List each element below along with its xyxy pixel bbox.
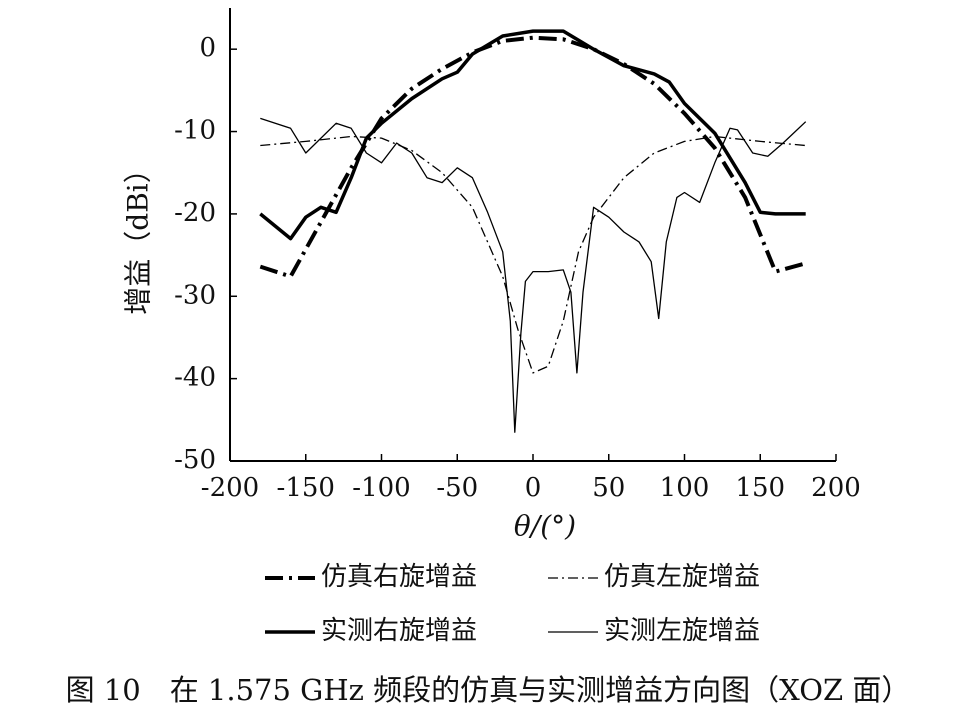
x-tick-label: 200 [811, 473, 861, 503]
series-line [259, 29, 806, 241]
y-tick-label: -10 [174, 116, 216, 146]
series-line [260, 135, 806, 374]
y-tick-label: -20 [174, 198, 216, 228]
x-tick-label: 150 [735, 473, 785, 503]
x-axis-label: θ/(°) [514, 510, 576, 543]
y-tick-label: -30 [174, 280, 216, 310]
y-tick-label: -50 [174, 445, 216, 475]
x-tick-label: -50 [436, 473, 478, 503]
y-tick-label: -40 [174, 363, 216, 393]
x-tick-label: 50 [592, 473, 625, 503]
y-tick-label: 0 [199, 33, 216, 63]
series-line [259, 35, 807, 279]
legend-label: 仿真左旋增益 [604, 562, 760, 592]
x-tick-label: 0 [525, 473, 542, 503]
legend-label: 实测左旋增益 [604, 616, 760, 646]
series-line [260, 117, 807, 433]
y-axis-label: 增益（dBi） [122, 155, 155, 314]
x-tick-label: 100 [660, 473, 710, 503]
x-tick-label: -150 [277, 473, 335, 503]
x-tick-label: -200 [201, 473, 259, 503]
x-tick-label: -100 [352, 473, 410, 503]
caption: 图 10 在 1.575 GHz 频段的仿真与实测增益方向图（XOZ 面） [66, 673, 911, 707]
legend-label: 实测右旋增益 [321, 616, 477, 646]
legend-label: 仿真右旋增益 [321, 562, 477, 592]
